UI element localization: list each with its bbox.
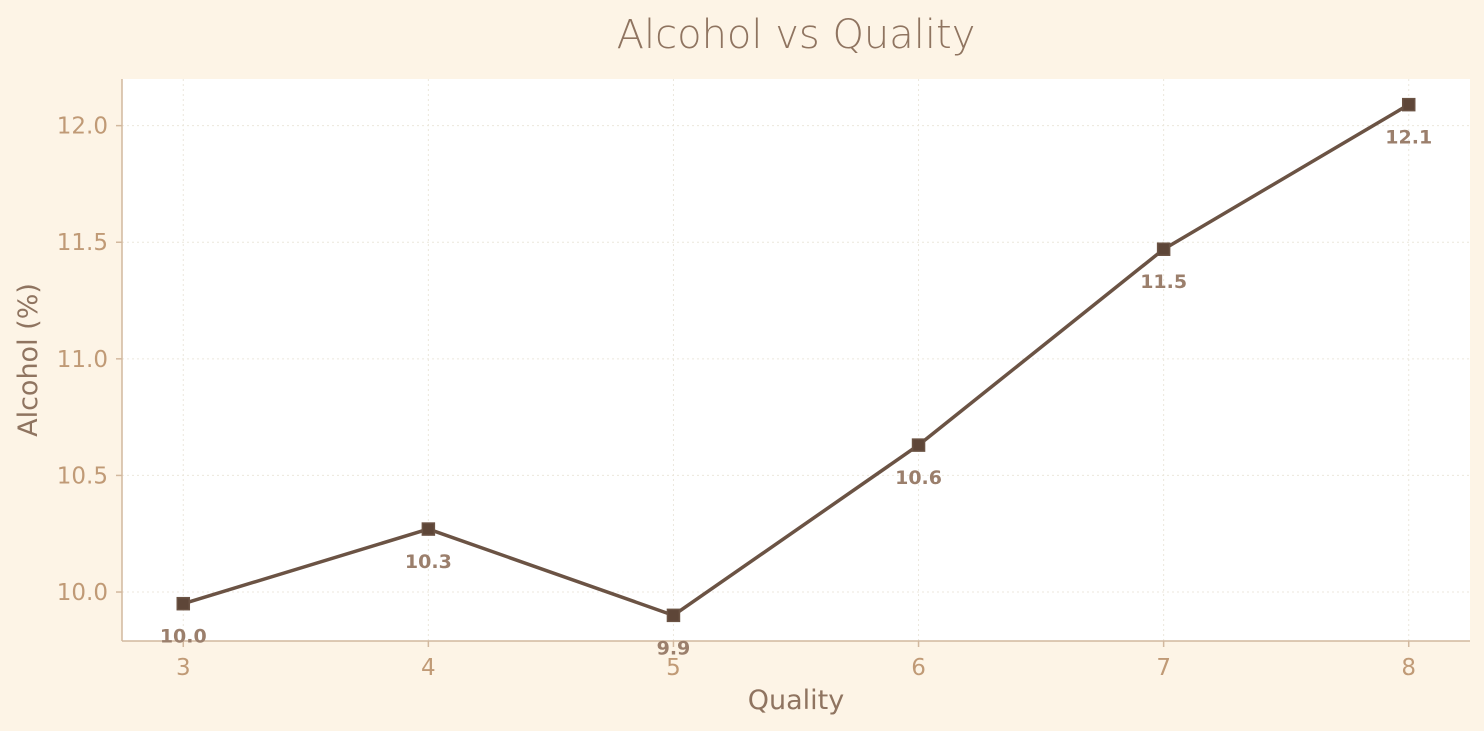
data-point-marker	[176, 596, 191, 611]
y-tick-label: 11.5	[57, 230, 108, 256]
x-tick-label: 6	[911, 655, 926, 681]
data-point-marker	[911, 438, 926, 452]
x-tick-label: 3	[176, 655, 191, 681]
data-point-marker	[421, 522, 436, 536]
series-line	[182, 103, 1410, 618]
data-label: 10.0	[160, 626, 207, 648]
x-tick-label: 8	[1401, 655, 1416, 681]
data-point-marker	[1156, 242, 1171, 256]
data-point-marker	[666, 608, 681, 623]
data-label: 9.9	[657, 637, 691, 659]
y-tick-label: 12.0	[57, 114, 108, 140]
y-tick-label: 10.5	[57, 463, 108, 489]
x-tick-label: 5	[666, 655, 681, 681]
data-label: 12.1	[1385, 127, 1432, 149]
x-ticks: 3 4 5 6 7 8	[176, 641, 1416, 681]
grid-lines	[122, 79, 1470, 641]
x-tick-label: 4	[421, 655, 436, 681]
chart-title: Alcohol vs Quality	[617, 12, 976, 58]
data-labels: 10.0 10.3 9.9 10.6 11.5 12.1	[160, 127, 1432, 660]
x-tick-label: 7	[1156, 655, 1171, 681]
data-point-marker	[1401, 97, 1416, 112]
data-label: 11.5	[1140, 271, 1187, 293]
plot-area	[122, 79, 1470, 641]
y-tick-label: 11.0	[57, 347, 108, 373]
data-label: 10.3	[405, 551, 452, 573]
data-label: 10.6	[895, 467, 942, 489]
x-axis-label: Quality	[748, 685, 844, 716]
y-tick-label: 10.0	[57, 580, 108, 606]
y-ticks: 10.0 10.5 11.0 11.5 12.0	[57, 114, 122, 606]
y-axis-label: Alcohol (%)	[13, 283, 44, 437]
series-markers	[176, 97, 1416, 623]
